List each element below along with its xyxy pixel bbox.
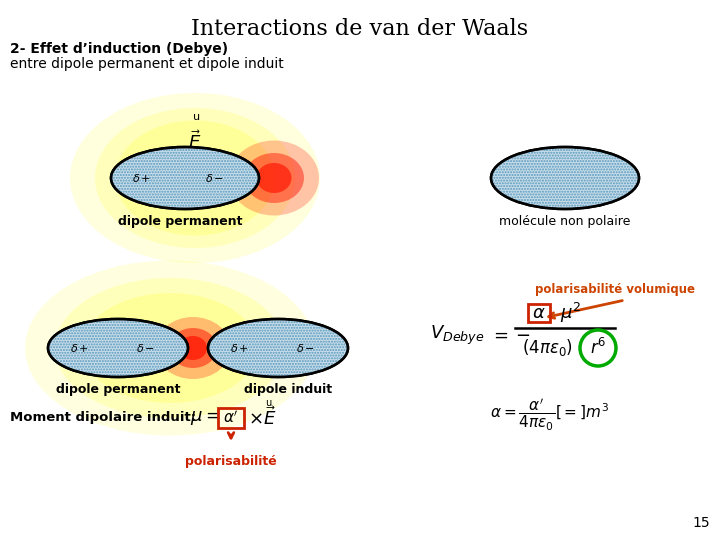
Ellipse shape (156, 317, 230, 379)
Text: polarisabilité volumique: polarisabilité volumique (535, 284, 695, 296)
Text: dipole induit: dipole induit (244, 383, 332, 396)
Text: entre dipole permanent et dipole induit: entre dipole permanent et dipole induit (10, 57, 284, 71)
Ellipse shape (229, 140, 319, 215)
Text: $= -$: $= -$ (490, 326, 531, 344)
Text: $\alpha'$: $\alpha'$ (223, 410, 239, 426)
Text: u: u (194, 112, 201, 122)
Bar (218, 408, 244, 428)
Ellipse shape (55, 278, 285, 418)
Text: $\delta+$: $\delta+$ (132, 172, 152, 184)
Ellipse shape (179, 336, 207, 360)
Text: dipole permanent: dipole permanent (55, 383, 180, 396)
Text: Moment dipolaire induit:: Moment dipolaire induit: (10, 411, 196, 424)
Text: $\delta-$: $\delta-$ (205, 172, 225, 184)
Ellipse shape (25, 260, 315, 435)
Text: $\mu^2$: $\mu^2$ (560, 301, 581, 325)
Text: $\alpha = \dfrac{\alpha'}{4\pi\varepsilon_0}[=]m^3$: $\alpha = \dfrac{\alpha'}{4\pi\varepsilo… (490, 397, 609, 433)
Text: $\delta-$: $\delta-$ (297, 342, 315, 354)
Ellipse shape (244, 153, 304, 203)
Text: $V_{Debye}$: $V_{Debye}$ (430, 323, 485, 347)
Ellipse shape (169, 328, 217, 368)
Bar (528, 304, 550, 322)
Ellipse shape (111, 147, 259, 209)
Text: $\times \vec{E}$: $\times \vec{E}$ (248, 407, 276, 429)
Text: $\mu=$: $\mu=$ (190, 409, 220, 427)
Text: $\delta+$: $\delta+$ (230, 342, 250, 354)
Text: $r^6$: $r^6$ (590, 338, 606, 358)
Ellipse shape (115, 120, 275, 235)
Ellipse shape (70, 93, 320, 263)
Text: $\delta+$: $\delta+$ (71, 342, 89, 354)
Ellipse shape (48, 319, 188, 377)
Text: $\delta-$: $\delta-$ (137, 342, 156, 354)
Text: 2- Effet d’induction (Debye): 2- Effet d’induction (Debye) (10, 42, 228, 56)
Text: molécule non polaire: molécule non polaire (499, 215, 631, 228)
Text: u: u (265, 398, 271, 408)
Ellipse shape (95, 108, 295, 248)
Text: $\alpha$: $\alpha$ (532, 304, 546, 322)
Ellipse shape (83, 293, 258, 403)
Ellipse shape (491, 147, 639, 209)
Ellipse shape (208, 319, 348, 377)
Text: $(4\pi\varepsilon_0)$: $(4\pi\varepsilon_0)$ (523, 338, 574, 359)
Ellipse shape (256, 163, 292, 193)
Text: dipole permanent: dipole permanent (118, 215, 242, 228)
Text: $\vec{E}$: $\vec{E}$ (189, 130, 202, 153)
Text: polarisabilité: polarisabilité (185, 455, 277, 468)
Text: 15: 15 (693, 516, 710, 530)
Text: Interactions de van der Waals: Interactions de van der Waals (192, 18, 528, 40)
